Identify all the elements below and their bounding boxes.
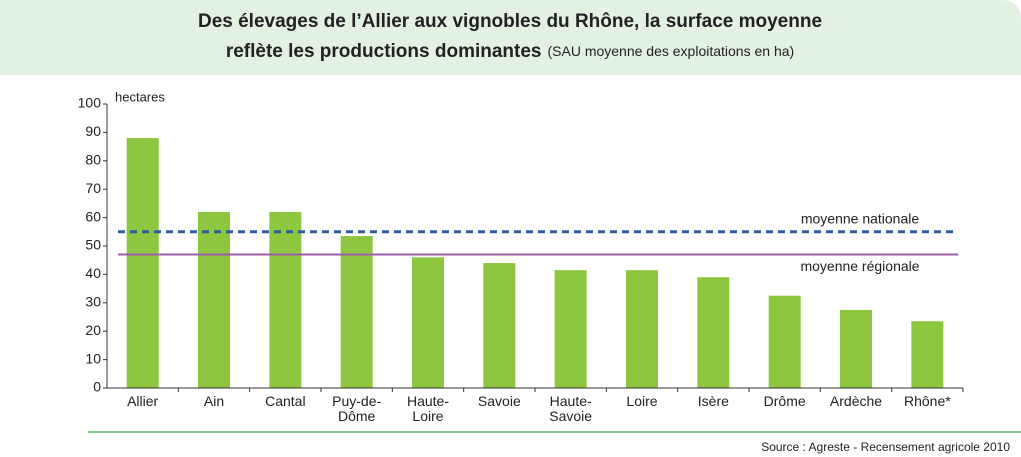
x-tick-label: Haute-Loire [407,393,449,424]
y-tick-label: 90 [85,123,101,139]
bar [911,321,944,388]
bar [269,211,302,388]
x-tick-label: Haute-Savoie [549,393,592,424]
chart-title-line: reflète les productions dominantes (SAU m… [226,41,794,62]
y-tick-label: 100 [78,95,102,111]
x-tick-label: Ain [204,393,224,409]
y-tick-label: 50 [85,237,101,253]
reference-label: moyenne nationale [801,211,920,227]
y-axis-label: hectares [115,89,165,104]
y-tick-label: 80 [85,152,101,168]
x-tick-label: Allier [127,393,158,409]
reference-label: moyenne régionale [800,258,919,274]
bar [697,277,730,388]
y-tick-label: 40 [85,265,101,281]
y-tick-label: 70 [85,180,101,196]
bar [198,211,230,388]
bar [768,295,801,388]
y-tick-label: 20 [85,322,101,338]
bar [126,138,159,388]
x-tick-label: Savoie [478,393,521,409]
source: Source : Agreste - Recensement agricole … [761,440,1010,454]
bar [340,236,373,388]
y-tick-label: 0 [93,379,101,395]
x-tick-label: Rhône* [904,393,951,409]
bar [412,257,444,388]
bar [626,270,658,388]
title-box [0,0,1021,75]
x-tick-label: Ardèche [830,393,882,409]
chart-title: reflète les productions dominantes [226,41,542,62]
bar [840,309,872,388]
y-tick-label: 10 [85,350,101,366]
x-tick-label: Puy-de-Dôme [332,393,381,424]
chart-title: Des élevages de l’Allier aux vignobles d… [198,11,822,32]
bar [483,263,516,388]
x-tick-label: Cantal [265,393,305,409]
y-tick-label: 60 [85,208,101,224]
x-tick-label: Drôme [764,393,806,409]
subtitle: (SAU moyenne des exploitations en ha) [547,43,794,59]
x-tick-label: Isère [698,393,729,409]
x-tick-label: Loire [626,393,657,409]
y-tick-label: 30 [85,294,101,310]
bar [554,270,587,388]
